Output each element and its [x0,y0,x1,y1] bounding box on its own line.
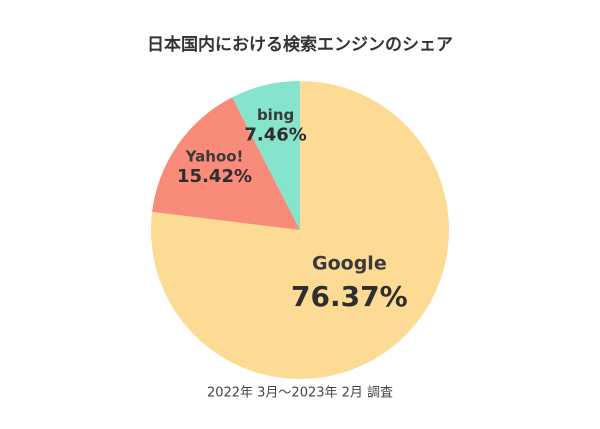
slice-label: bing [257,106,294,124]
pie-slice [152,97,300,230]
chart-note: 2022年 3月～2023年 2月 調査 [207,386,393,401]
slice-value: 15.42% [177,166,252,187]
slice-value: 7.46% [244,125,306,146]
chart-title: 日本国内における検索エンジンのシェア [147,34,453,55]
pie-slice [232,81,300,230]
slice-label: Google [312,252,387,274]
slice-label: Yahoo! [185,148,244,166]
slice-value: 76.37% [291,280,408,313]
